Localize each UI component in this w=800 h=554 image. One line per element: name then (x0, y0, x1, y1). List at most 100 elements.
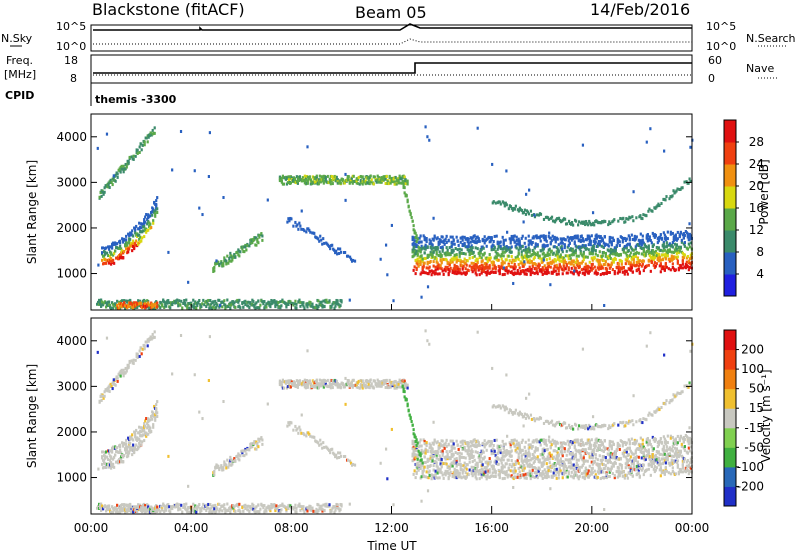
data-point (159, 306, 162, 310)
data-point (488, 258, 491, 262)
data-point (138, 441, 141, 445)
data-point (335, 453, 338, 457)
data-point (286, 424, 289, 428)
data-point (485, 262, 488, 266)
colorbar-tick-label: 16 (749, 201, 764, 215)
beam-title: Beam 05 (355, 3, 427, 22)
data-point (109, 254, 112, 258)
data-point (589, 243, 592, 247)
data-point (280, 304, 283, 308)
data-point (648, 207, 651, 211)
data-point (97, 263, 100, 267)
data-point (510, 250, 513, 254)
data-point (147, 301, 150, 305)
data-point (134, 435, 137, 439)
data-point (221, 509, 224, 513)
data-point (540, 270, 543, 274)
data-point (647, 246, 650, 250)
data-point (140, 506, 143, 510)
data-point (156, 207, 159, 211)
data-point (333, 510, 336, 514)
data-point (509, 265, 512, 269)
data-point (552, 260, 555, 264)
data-point (397, 383, 400, 387)
data-point (623, 244, 626, 248)
data-point (542, 258, 545, 262)
data-point (640, 246, 643, 250)
colorbar-segment (724, 274, 736, 297)
data-point (287, 382, 290, 386)
data-point (152, 221, 155, 225)
data-point (610, 243, 613, 247)
data-point (516, 242, 519, 246)
data-point (138, 150, 141, 154)
data-point (258, 233, 261, 237)
data-point (429, 444, 432, 448)
data-point (119, 445, 122, 449)
data-point (563, 246, 566, 250)
data-point (143, 422, 146, 426)
data-point (672, 256, 675, 260)
data-point (145, 136, 148, 140)
data-point (324, 379, 327, 383)
data-point (498, 267, 501, 271)
data-point (531, 252, 534, 256)
data-point (487, 235, 490, 239)
data-point (141, 236, 144, 240)
data-point (428, 446, 431, 450)
data-point (659, 263, 662, 267)
data-point (567, 268, 570, 272)
data-point (293, 506, 296, 510)
data-point (502, 239, 505, 243)
data-point (636, 257, 639, 261)
data-point (296, 385, 299, 389)
data-point (444, 269, 447, 273)
data-point (431, 447, 434, 451)
data-point (460, 264, 463, 268)
data-point (190, 301, 193, 305)
data-point (483, 251, 486, 255)
data-point (196, 303, 199, 307)
data-point (120, 247, 123, 251)
data-point (445, 234, 448, 238)
data-point (143, 347, 146, 351)
data-point (628, 236, 631, 240)
data-point (493, 245, 496, 249)
data-point (462, 260, 465, 264)
data-point (659, 248, 662, 252)
data-point (427, 457, 430, 461)
data-point (299, 428, 302, 432)
y-tick-label: 3000 (56, 175, 87, 189)
data-point (534, 244, 537, 248)
data-point (444, 473, 447, 477)
data-point (355, 179, 358, 183)
data-point (671, 265, 674, 269)
data-point (648, 254, 651, 258)
data-point (482, 246, 485, 250)
data-point (446, 457, 449, 461)
data-point (395, 177, 398, 181)
data-point (103, 390, 106, 394)
data-point (100, 298, 103, 302)
data-point (213, 269, 216, 273)
data-point (574, 251, 577, 255)
data-point (473, 254, 476, 258)
data-point (429, 455, 432, 459)
data-point (286, 220, 289, 224)
data-point (148, 337, 151, 341)
data-point (129, 237, 132, 241)
data-point (187, 280, 190, 284)
data-point (520, 255, 523, 259)
data-point (561, 247, 564, 251)
data-point (227, 304, 230, 308)
data-point (412, 224, 415, 228)
data-point (315, 507, 318, 511)
data-point (685, 180, 688, 184)
data-point (577, 223, 580, 227)
data-point (536, 243, 539, 247)
data-point (129, 441, 132, 445)
data-point (447, 442, 450, 446)
data-point (238, 508, 241, 512)
data-point (424, 475, 427, 479)
data-point (144, 504, 147, 508)
